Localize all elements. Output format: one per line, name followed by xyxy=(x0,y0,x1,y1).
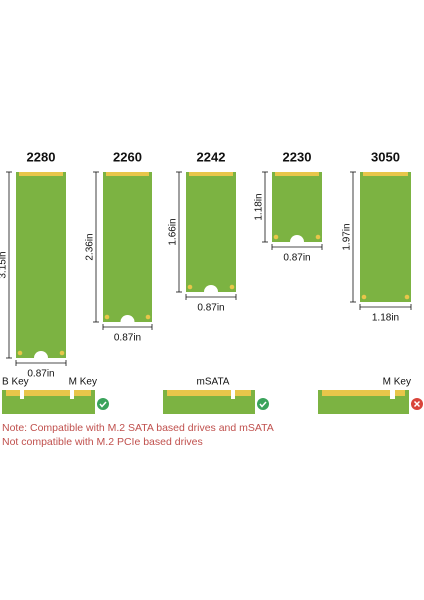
check-mark xyxy=(99,401,107,408)
screw-dot xyxy=(404,294,410,300)
screw-dot xyxy=(273,234,279,240)
card-board xyxy=(103,172,152,322)
cross-mark xyxy=(413,400,421,408)
key-notch xyxy=(70,390,74,399)
card-connector xyxy=(189,172,233,176)
width-label: 0.87in xyxy=(283,253,310,264)
connector-pins xyxy=(167,390,251,396)
screw-dot xyxy=(104,314,110,320)
screw-dot xyxy=(315,234,321,240)
height-label: 1.97in xyxy=(342,223,353,250)
card-title: 2230 xyxy=(283,149,312,164)
screw-notch xyxy=(290,235,304,249)
card-connector xyxy=(106,172,149,176)
card-title: 2242 xyxy=(197,149,226,164)
card-title: 2280 xyxy=(27,149,56,164)
connector-pins xyxy=(6,390,91,396)
screw-dot xyxy=(145,314,151,320)
screw-dot xyxy=(59,350,65,356)
card-board xyxy=(360,172,411,302)
screw-dot xyxy=(187,284,193,290)
key-notch xyxy=(20,390,24,399)
key-notch xyxy=(390,390,395,399)
card-connector xyxy=(363,172,408,176)
height-label: 1.66in xyxy=(168,218,179,245)
screw-notch xyxy=(204,285,218,299)
card-title: 3050 xyxy=(371,149,400,164)
card-connector xyxy=(19,172,63,176)
card-connector xyxy=(275,172,319,176)
note: Note: Compatible with M.2 SATA based dri… xyxy=(2,422,274,434)
height-label: 1.18in xyxy=(254,193,265,220)
width-label: 0.87in xyxy=(197,303,224,314)
height-label: 3.15in xyxy=(0,251,9,278)
key-notch xyxy=(231,390,235,399)
height-label: 2.36in xyxy=(85,233,96,260)
screw-dot xyxy=(361,294,367,300)
key-label: M Key xyxy=(383,377,411,388)
screw-notch xyxy=(120,315,135,329)
width-label: 0.87in xyxy=(27,369,54,380)
key-label: M Key xyxy=(69,377,97,388)
note: Not compatible with M.2 PCIe based drive… xyxy=(2,436,203,448)
width-label: 1.18in xyxy=(372,313,399,324)
width-label: 0.87in xyxy=(114,333,141,344)
check-icon xyxy=(257,398,269,410)
check-icon xyxy=(97,398,109,410)
card-board xyxy=(186,172,236,292)
connector-pins xyxy=(322,390,405,396)
key-label: mSATA xyxy=(197,377,230,388)
screw-dot xyxy=(229,284,235,290)
card-title: 2260 xyxy=(113,149,142,164)
screw-notch xyxy=(34,351,48,365)
check-mark xyxy=(259,401,267,408)
card-board xyxy=(272,172,322,242)
key-label: B Key xyxy=(2,377,29,388)
screw-dot xyxy=(17,350,23,356)
card-board xyxy=(16,172,66,358)
